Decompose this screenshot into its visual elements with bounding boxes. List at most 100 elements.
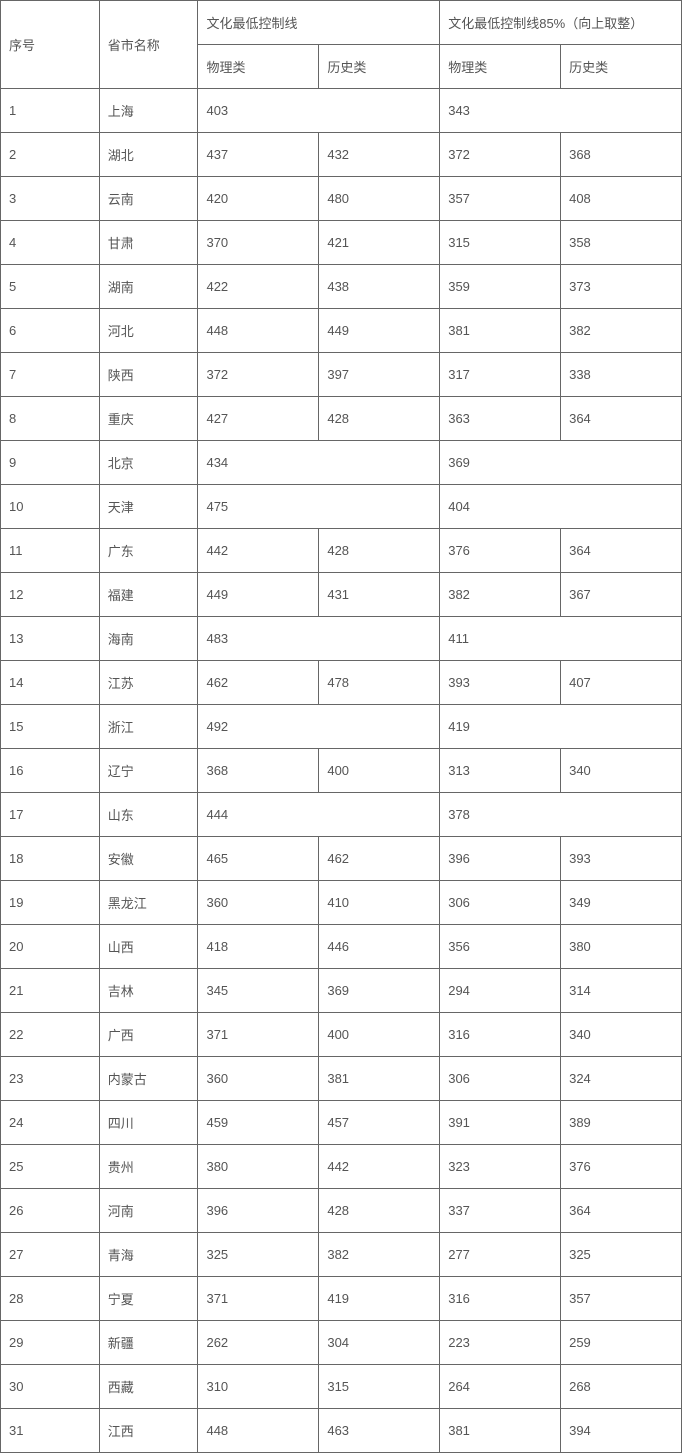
cell-seq: 12 — [1, 573, 100, 617]
table-row: 6河北448449381382 — [1, 309, 682, 353]
cell-seq: 24 — [1, 1101, 100, 1145]
cell-physics-2: 277 — [440, 1233, 561, 1277]
cell-physics-2: 359 — [440, 265, 561, 309]
cell-physics-1: 371 — [198, 1013, 319, 1057]
cell-province: 陕西 — [99, 353, 198, 397]
cell-seq: 28 — [1, 1277, 100, 1321]
cell-history-2: 349 — [561, 881, 682, 925]
cell-physics-1: 345 — [198, 969, 319, 1013]
cell-province: 新疆 — [99, 1321, 198, 1365]
cell-seq: 22 — [1, 1013, 100, 1057]
table-row: 16辽宁368400313340 — [1, 749, 682, 793]
cell-history-1: 480 — [319, 177, 440, 221]
cell-history-2: 393 — [561, 837, 682, 881]
table-row: 19黑龙江360410306349 — [1, 881, 682, 925]
table-row: 2湖北437432372368 — [1, 133, 682, 177]
cell-history-1: 449 — [319, 309, 440, 353]
cell-seq: 6 — [1, 309, 100, 353]
table-row: 21吉林345369294314 — [1, 969, 682, 1013]
cell-history-2: 338 — [561, 353, 682, 397]
cell-province: 黑龙江 — [99, 881, 198, 925]
cell-province: 江西 — [99, 1409, 198, 1453]
cell-physics-2: 419 — [440, 705, 682, 749]
cell-province: 北京 — [99, 441, 198, 485]
cell-history-1: 304 — [319, 1321, 440, 1365]
cell-history-2: 380 — [561, 925, 682, 969]
header-physics-1: 物理类 — [198, 45, 319, 89]
cell-province: 山东 — [99, 793, 198, 837]
cell-province: 山西 — [99, 925, 198, 969]
cell-history-2: 340 — [561, 749, 682, 793]
cell-physics-2: 315 — [440, 221, 561, 265]
cell-physics-2: 391 — [440, 1101, 561, 1145]
cell-history-1: 457 — [319, 1101, 440, 1145]
cell-history-1: 410 — [319, 881, 440, 925]
cell-physics-2: 393 — [440, 661, 561, 705]
table-row: 30西藏310315264268 — [1, 1365, 682, 1409]
cell-physics-2: 381 — [440, 1409, 561, 1453]
cell-physics-2: 323 — [440, 1145, 561, 1189]
cell-history-1: 428 — [319, 1189, 440, 1233]
table-row: 1上海403343 — [1, 89, 682, 133]
cell-province: 青海 — [99, 1233, 198, 1277]
table-row: 22广西371400316340 — [1, 1013, 682, 1057]
header-history-2: 历史类 — [561, 45, 682, 89]
cell-seq: 29 — [1, 1321, 100, 1365]
cell-physics-2: 294 — [440, 969, 561, 1013]
table-row: 26河南396428337364 — [1, 1189, 682, 1233]
cell-seq: 30 — [1, 1365, 100, 1409]
cell-seq: 16 — [1, 749, 100, 793]
cell-province: 贵州 — [99, 1145, 198, 1189]
cell-physics-1: 325 — [198, 1233, 319, 1277]
cell-history-2: 364 — [561, 529, 682, 573]
table-row: 3云南420480357408 — [1, 177, 682, 221]
cell-history-2: 364 — [561, 397, 682, 441]
cell-seq: 10 — [1, 485, 100, 529]
cell-seq: 23 — [1, 1057, 100, 1101]
cell-province: 辽宁 — [99, 749, 198, 793]
cell-physics-2: 223 — [440, 1321, 561, 1365]
cell-history-2: 376 — [561, 1145, 682, 1189]
cell-physics-1: 310 — [198, 1365, 319, 1409]
cell-history-1: 315 — [319, 1365, 440, 1409]
cell-province: 四川 — [99, 1101, 198, 1145]
cell-physics-2: 337 — [440, 1189, 561, 1233]
header-history-1: 历史类 — [319, 45, 440, 89]
cell-physics-2: 316 — [440, 1277, 561, 1321]
table-row: 17山东444378 — [1, 793, 682, 837]
cell-physics-1: 396 — [198, 1189, 319, 1233]
cell-province: 江苏 — [99, 661, 198, 705]
table-row: 9北京434369 — [1, 441, 682, 485]
cell-physics-2: 357 — [440, 177, 561, 221]
cell-history-1: 419 — [319, 1277, 440, 1321]
table-body: 1上海4033432湖北4374323723683云南4204803574084… — [1, 89, 682, 1453]
cell-physics-1: 370 — [198, 221, 319, 265]
cell-history-1: 431 — [319, 573, 440, 617]
cell-physics-1: 448 — [198, 309, 319, 353]
cell-seq: 20 — [1, 925, 100, 969]
cell-physics-1: 422 — [198, 265, 319, 309]
cell-history-1: 432 — [319, 133, 440, 177]
cell-history-1: 382 — [319, 1233, 440, 1277]
cell-physics-2: 372 — [440, 133, 561, 177]
header-physics-2: 物理类 — [440, 45, 561, 89]
cell-province: 甘肃 — [99, 221, 198, 265]
cell-physics-1: 360 — [198, 881, 319, 925]
cell-history-1: 438 — [319, 265, 440, 309]
cell-seq: 14 — [1, 661, 100, 705]
cell-province: 云南 — [99, 177, 198, 221]
cell-history-2: 259 — [561, 1321, 682, 1365]
cell-history-2: 407 — [561, 661, 682, 705]
cell-physics-2: 369 — [440, 441, 682, 485]
cell-physics-1: 420 — [198, 177, 319, 221]
cell-province: 天津 — [99, 485, 198, 529]
cell-history-1: 400 — [319, 1013, 440, 1057]
header-group1: 文化最低控制线 — [198, 1, 440, 45]
table-row: 10天津475404 — [1, 485, 682, 529]
cell-physics-2: 404 — [440, 485, 682, 529]
cell-physics-1: 465 — [198, 837, 319, 881]
cell-physics-2: 356 — [440, 925, 561, 969]
table-row: 12福建449431382367 — [1, 573, 682, 617]
cell-seq: 1 — [1, 89, 100, 133]
cell-history-1: 463 — [319, 1409, 440, 1453]
